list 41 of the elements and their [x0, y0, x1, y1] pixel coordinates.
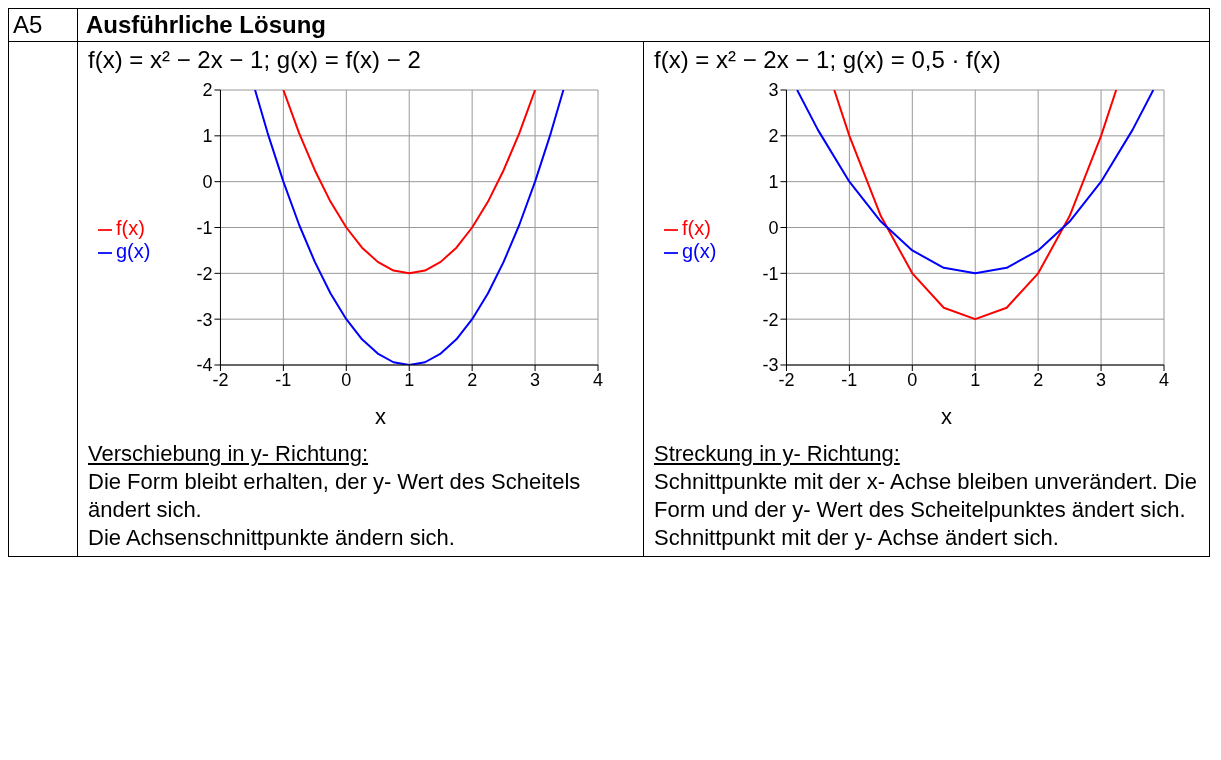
legend-label: f(x)	[682, 217, 711, 239]
y-tick-label: 0	[202, 172, 213, 193]
x-axis-title: x	[940, 404, 953, 430]
y-tick-label: 2	[768, 126, 779, 147]
y-tick-label: 1	[202, 126, 213, 147]
x-tick-label: 1	[970, 369, 981, 390]
y-tick-label: -3	[762, 355, 779, 376]
x-tick-label: 4	[1158, 369, 1170, 390]
y-tick-label: -1	[762, 263, 779, 284]
chart-title: f(x) = x² − 2x − 1; g(x) = f(x) − 2	[88, 46, 422, 74]
x-tick-label: 3	[1096, 369, 1107, 390]
y-tick-label: 2	[202, 80, 213, 101]
text: Ausführliche Lösung	[77, 9, 334, 41]
text: Schnittpunkte mit der x- Achse bleiben unverändert. Die Form und der y- Wert des Scheitelpunktes ändert sich. Schnittpunkt mit der y- Achse ändert sich.	[654, 468, 1198, 552]
text: Verschiebung in y- Richtung:	[88, 440, 370, 468]
x-tick-label: 1	[404, 369, 415, 390]
x-tick-label: -1	[841, 369, 858, 390]
x-tick-label: -1	[275, 369, 292, 390]
legend-label: f(x)	[116, 217, 145, 239]
y-tick-label: -1	[196, 217, 213, 238]
y-tick-label: 0	[768, 217, 779, 238]
x-tick-label: 2	[1033, 369, 1044, 390]
x-tick-label: 0	[341, 369, 352, 390]
y-tick-label: -2	[762, 309, 779, 330]
text: Streckung in y- Richtung:	[654, 440, 901, 468]
legend-label: g(x)	[682, 240, 717, 262]
chart-title: f(x) = x² − 2x − 1; g(x) = 0,5 · f(x)	[654, 46, 1002, 74]
x-tick-label: 0	[907, 369, 918, 390]
x-tick-label: 2	[467, 369, 478, 390]
legend-label: g(x)	[116, 240, 151, 262]
x-tick-label: 3	[530, 369, 541, 390]
y-tick-label: -4	[196, 355, 213, 376]
y-tick-label: 1	[768, 172, 779, 193]
text: Die Form bleibt erhalten, der y- Wert des Scheitels ändert sich.	[88, 468, 582, 524]
text: A5	[12, 10, 44, 40]
x-axis-title: x	[374, 404, 387, 430]
y-tick-label: 3	[768, 80, 779, 101]
x-tick-label: 4	[592, 369, 604, 390]
y-tick-label: -3	[196, 309, 213, 330]
y-tick-label: -2	[196, 263, 213, 284]
text: Die Achsenschnittpunkte ändern sich.	[88, 524, 456, 552]
